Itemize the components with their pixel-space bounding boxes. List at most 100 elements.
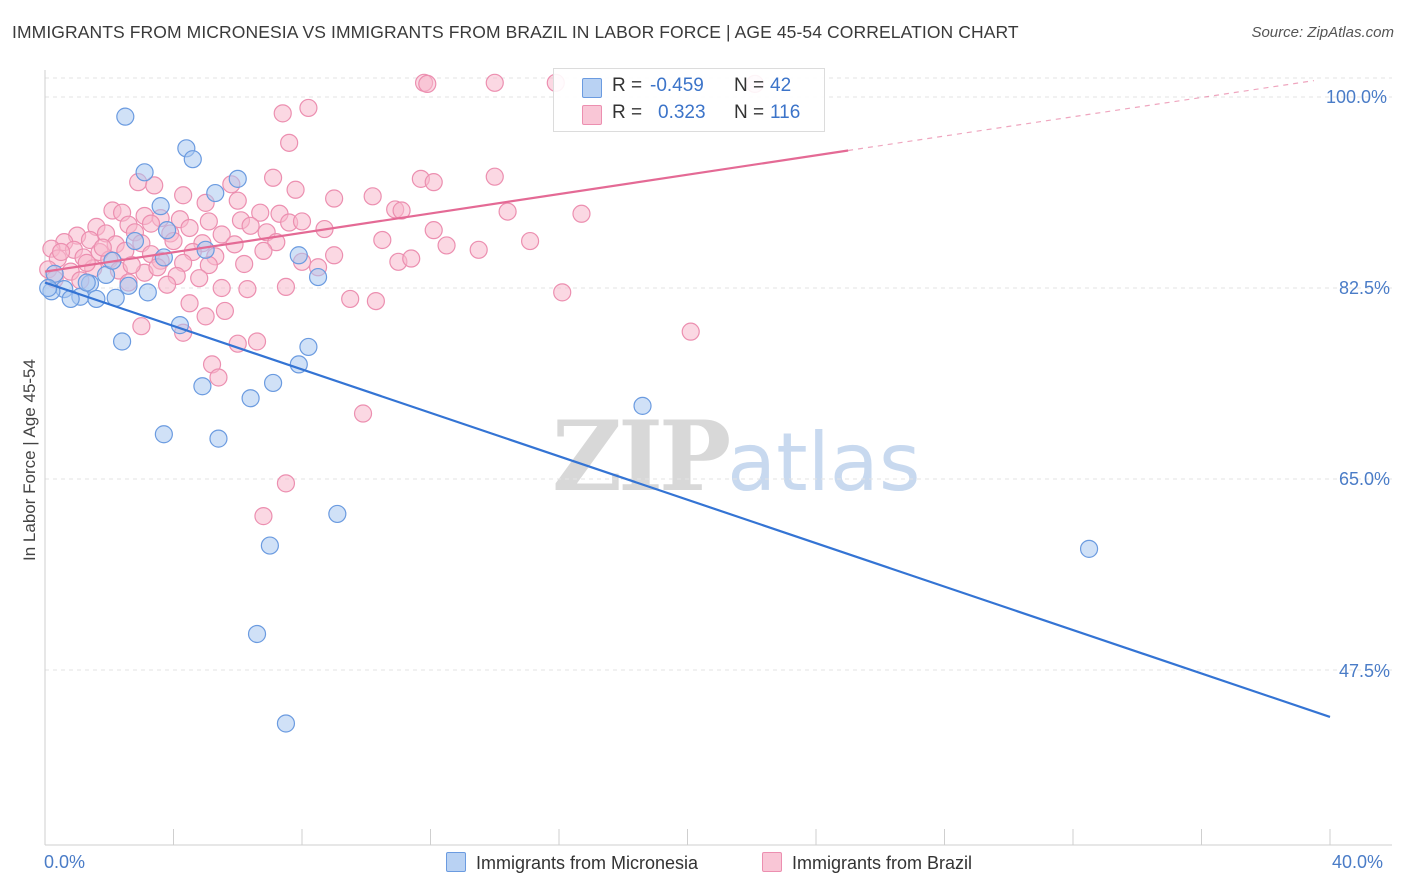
brazil-point xyxy=(276,277,296,297)
brazil-point xyxy=(93,238,112,257)
legend-label-micronesia: Immigrants from Micronesia xyxy=(476,853,699,873)
brazil-point xyxy=(572,204,591,223)
micronesia-point xyxy=(260,536,279,555)
brazil-point xyxy=(681,322,700,341)
brazil-point xyxy=(254,507,273,526)
micronesia-point xyxy=(138,283,157,302)
brazil-point xyxy=(485,167,504,186)
micronesia-point xyxy=(39,278,58,298)
brazil-point xyxy=(325,189,344,208)
chart-title: IMMIGRANTS FROM MICRONESIA VS IMMIGRANTS… xyxy=(12,22,1019,42)
brazil-point xyxy=(366,291,385,311)
brazil-point xyxy=(437,236,456,255)
n-key: N = xyxy=(734,75,765,96)
micronesia-point xyxy=(633,396,652,415)
brazil-point xyxy=(190,269,209,288)
brazil-point xyxy=(469,240,488,259)
micronesia-point xyxy=(151,197,170,216)
y-tick-label-100: 100.0% xyxy=(1326,87,1388,107)
micronesia-point xyxy=(183,150,202,169)
micronesia-point xyxy=(276,714,296,733)
micronesia-point xyxy=(77,273,96,292)
brazil-point xyxy=(353,404,373,423)
brazil-point xyxy=(212,278,231,298)
brazil-legend-swatch xyxy=(762,852,782,872)
brazil-point xyxy=(373,230,392,250)
brazil-point xyxy=(325,246,344,265)
brazil-point xyxy=(145,176,164,195)
micronesia-point xyxy=(157,221,177,240)
micronesia-point xyxy=(135,163,154,182)
legend-item-brazil: Immigrants from Brazil xyxy=(762,852,972,874)
micronesia-point xyxy=(154,248,173,267)
micronesia-point xyxy=(263,373,283,393)
brazil-point xyxy=(199,212,218,231)
micronesia-point xyxy=(299,337,318,357)
brazil-point xyxy=(280,133,299,152)
r-key: R = xyxy=(612,75,643,96)
micronesia-point xyxy=(125,231,145,251)
brazil-point xyxy=(157,275,177,294)
brazil-point xyxy=(51,242,71,262)
brazil-point xyxy=(235,254,254,274)
micronesia-point xyxy=(206,183,225,203)
brazil-point xyxy=(251,203,270,222)
y-tick-label-82-5: 82.5% xyxy=(1339,278,1391,298)
brazil-point xyxy=(424,173,443,192)
micronesia-point xyxy=(247,624,267,644)
micronesia-point xyxy=(289,246,308,265)
brazil-point xyxy=(485,73,504,92)
brazil-point xyxy=(286,180,305,199)
n-key: N = xyxy=(734,102,765,123)
micronesia-point xyxy=(116,107,135,126)
micronesia-point xyxy=(112,332,132,351)
brazil-point xyxy=(122,255,141,275)
micronesia-point xyxy=(193,377,212,396)
brazil-point xyxy=(196,307,215,326)
correlation-legend: R = -0.459 N = 42 R = 0.323 N = 116 xyxy=(553,68,825,132)
brazil-point xyxy=(174,186,193,205)
micronesia-point xyxy=(196,240,215,259)
brazil-point xyxy=(212,225,231,244)
brazil-point xyxy=(424,221,443,240)
brazil-trend-line xyxy=(44,149,849,273)
brazil-point xyxy=(254,241,273,260)
brazil-point xyxy=(292,212,312,231)
micronesia-point xyxy=(119,276,138,295)
r-value: -0.459 xyxy=(650,75,704,96)
brazil-point xyxy=(341,289,360,309)
brazil-point xyxy=(228,191,247,210)
micronesia-point xyxy=(1079,539,1099,558)
brazil-point xyxy=(273,104,292,123)
r-value: 0.323 xyxy=(658,102,706,123)
brazil-point xyxy=(77,253,96,272)
brazil-point xyxy=(132,317,151,336)
micronesia-point xyxy=(328,504,347,524)
x-tick-label-40: 40.0% xyxy=(1332,852,1384,872)
micronesia-point xyxy=(228,169,247,188)
brazil-swatch xyxy=(582,105,602,125)
micronesia-point xyxy=(241,389,260,408)
n-value: 42 xyxy=(770,75,792,96)
brazil-point xyxy=(209,368,228,387)
micronesia-legend-swatch xyxy=(446,852,466,872)
y-tick-label-65: 65.0% xyxy=(1339,469,1391,489)
brazil-trend-extension xyxy=(848,80,1315,152)
brazil-point xyxy=(180,294,199,313)
n-value: 116 xyxy=(770,102,801,123)
micronesia-point xyxy=(154,425,173,444)
legend-label-brazil: Immigrants from Brazil xyxy=(792,853,973,873)
micronesia-swatch xyxy=(582,78,602,98)
micronesia-trend-line xyxy=(44,281,1331,718)
x-tick-label-0: 0.0% xyxy=(44,852,86,872)
brazil-point xyxy=(553,283,572,302)
source-label: Source: ZipAtlas.com xyxy=(1251,24,1394,41)
brazil-point xyxy=(276,474,296,493)
brazil-point xyxy=(392,201,411,220)
brazil-point xyxy=(247,332,267,351)
brazil-point xyxy=(180,218,199,238)
y-tick-label-47-5: 47.5% xyxy=(1339,661,1391,681)
brazil-point xyxy=(241,216,260,235)
brazil-point xyxy=(263,168,283,187)
